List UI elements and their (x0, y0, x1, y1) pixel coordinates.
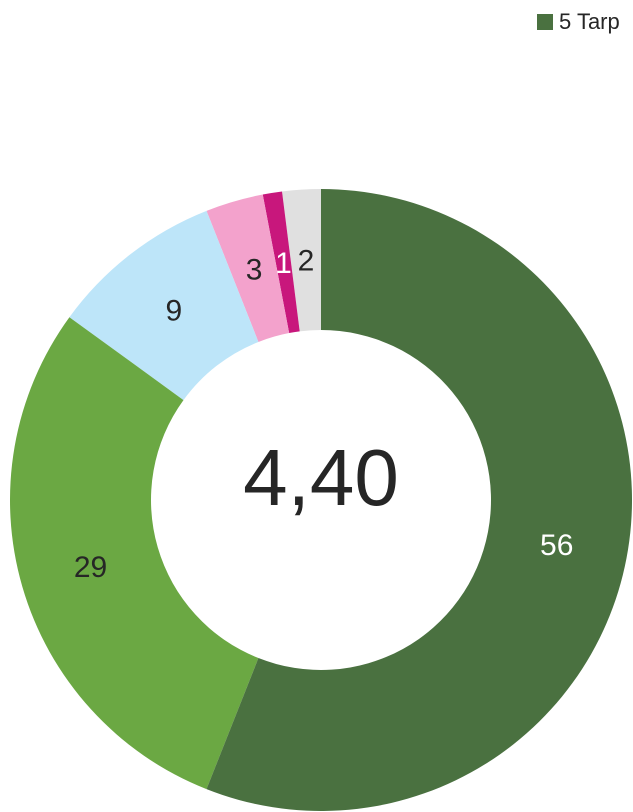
data-label: 1 (275, 247, 292, 280)
donut-slice (206, 194, 290, 342)
data-label: 2 (298, 244, 315, 277)
donut-slice (206, 189, 633, 811)
data-label: 29 (74, 551, 107, 584)
donut-slice (282, 189, 321, 332)
legend-swatch (537, 14, 553, 30)
data-label: 9 (166, 294, 183, 327)
donut-slice (69, 210, 259, 401)
donut-slice (262, 191, 300, 334)
donut-slice (10, 317, 259, 790)
center-label: 4,40 (243, 433, 399, 522)
legend-label: 5 Tarp (559, 9, 620, 34)
data-label: 3 (246, 253, 263, 286)
data-label: 56 (540, 529, 573, 562)
